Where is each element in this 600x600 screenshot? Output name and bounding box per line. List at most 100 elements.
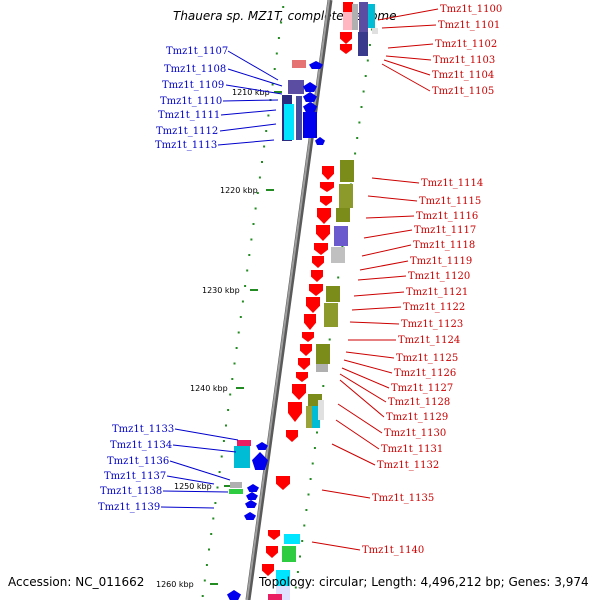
gene-label-forward: Tmz1t_1131 [381, 444, 443, 455]
tick-label: 1250 kbp [174, 482, 212, 491]
label-leader [160, 506, 215, 509]
gene-label-forward: Tmz1t_1127 [391, 383, 453, 394]
label-leader [225, 84, 283, 95]
scale-dot [261, 161, 263, 163]
tick-label: 1220 kbp [220, 186, 258, 195]
scale-dot [358, 121, 361, 124]
gene-label-forward: Tmz1t_1105 [432, 86, 494, 97]
label-leader [227, 68, 283, 87]
scale-dot [267, 114, 270, 117]
gene-label-forward: Tmz1t_1120 [408, 271, 470, 282]
scale-dot [309, 478, 312, 480]
gene-label-forward: Tmz1t_1121 [406, 287, 468, 298]
gene-label-reverse: Tmz1t_1107 [166, 46, 228, 57]
label-leader [217, 139, 275, 146]
gene-block [234, 446, 250, 468]
gene-arrow-forward [286, 430, 298, 442]
label-leader [381, 24, 437, 29]
scale-dot [275, 52, 278, 55]
label-leader [353, 291, 405, 297]
gene-label-reverse: Tmz1t_1134 [110, 440, 172, 451]
label-leader [321, 489, 371, 499]
label-leader [166, 475, 215, 485]
gene-block [230, 482, 242, 488]
scale-dot [241, 300, 244, 303]
scale-dot [301, 540, 304, 542]
scale-dot [256, 192, 259, 194]
gene-arrow-forward [298, 358, 310, 370]
gene-arrow-reverse [246, 492, 258, 500]
scale-dot [212, 517, 215, 520]
label-leader [387, 43, 434, 49]
scale-dot [227, 409, 230, 411]
gene-block [316, 364, 328, 372]
gene-label-reverse: Tmz1t_1112 [156, 126, 218, 137]
gene-block [343, 12, 353, 30]
gene-block [318, 400, 324, 420]
gene-label-forward: Tmz1t_1130 [384, 428, 446, 439]
scale-dot [368, 44, 371, 46]
scale-dot [244, 285, 247, 287]
label-leader [169, 460, 231, 481]
scale-dot [299, 555, 301, 558]
label-leader [219, 123, 277, 132]
label-leader [349, 321, 400, 325]
gene-arrow-forward [314, 243, 328, 255]
gene-label-reverse: Tmz1t_1111 [158, 110, 220, 121]
gene-label-forward: Tmz1t_1118 [413, 240, 475, 251]
label-leader [359, 260, 409, 271]
scale-dot [237, 331, 240, 334]
scale-dot [265, 130, 268, 132]
gene-arrow-forward [306, 297, 320, 313]
gene-block [336, 208, 350, 222]
gene-block [288, 80, 304, 94]
gene-block [359, 2, 368, 32]
gene-arrow-forward [304, 314, 316, 330]
label-leader [361, 244, 412, 257]
scale-dot [366, 59, 369, 62]
label-leader [357, 275, 407, 281]
scale-dot [356, 137, 359, 139]
genome-backbone-highlight [246, 0, 330, 600]
gene-arrow-forward [320, 196, 332, 206]
scale-dot [248, 254, 251, 256]
gene-label-forward: Tmz1t_1126 [394, 368, 456, 379]
topology-text: Topology: circular; Length: 4,496,212 bp… [258, 575, 589, 589]
gene-block [358, 32, 368, 56]
label-leader [345, 351, 395, 359]
gene-arrow-forward [317, 208, 331, 224]
gene-label-forward: Tmz1t_1114 [421, 178, 483, 189]
gene-arrow-reverse [315, 137, 325, 145]
gene-block [276, 570, 290, 586]
scale-dot [216, 486, 219, 489]
gene-label-reverse: Tmz1t_1138 [100, 486, 162, 497]
scale-dot [225, 424, 227, 427]
gene-features [227, 2, 378, 600]
scale-dot [205, 564, 208, 566]
gene-label-forward: Tmz1t_1103 [433, 55, 495, 66]
gene-block [372, 28, 378, 34]
gene-block [368, 4, 375, 28]
map-title: Thauera sp. MZ1T, complete genome [173, 9, 397, 23]
gene-label-reverse: Tmz1t_1136 [107, 456, 169, 467]
gene-block [237, 440, 251, 446]
gene-arrow-reverse [252, 452, 268, 470]
gene-arrow-forward [292, 384, 306, 400]
gene-label-reverse: Tmz1t_1109 [162, 80, 224, 91]
gene-arrow-forward [322, 166, 334, 180]
scale-dot [271, 83, 274, 86]
scale-dot [229, 393, 232, 396]
gene-block [343, 2, 353, 12]
gene-label-reverse: Tmz1t_1108 [164, 64, 226, 75]
scale-dot [360, 106, 363, 108]
gene-arrow-forward [266, 546, 278, 558]
gene-arrow-forward [300, 344, 312, 356]
gene-arrow-reverse [227, 590, 241, 600]
label-leader [377, 8, 439, 21]
label-leader [227, 50, 279, 81]
label-leader [367, 195, 418, 202]
label-leader [341, 367, 390, 389]
scale-dot [222, 440, 225, 442]
label-leader [337, 403, 383, 434]
gene-arrow-forward [262, 564, 274, 576]
